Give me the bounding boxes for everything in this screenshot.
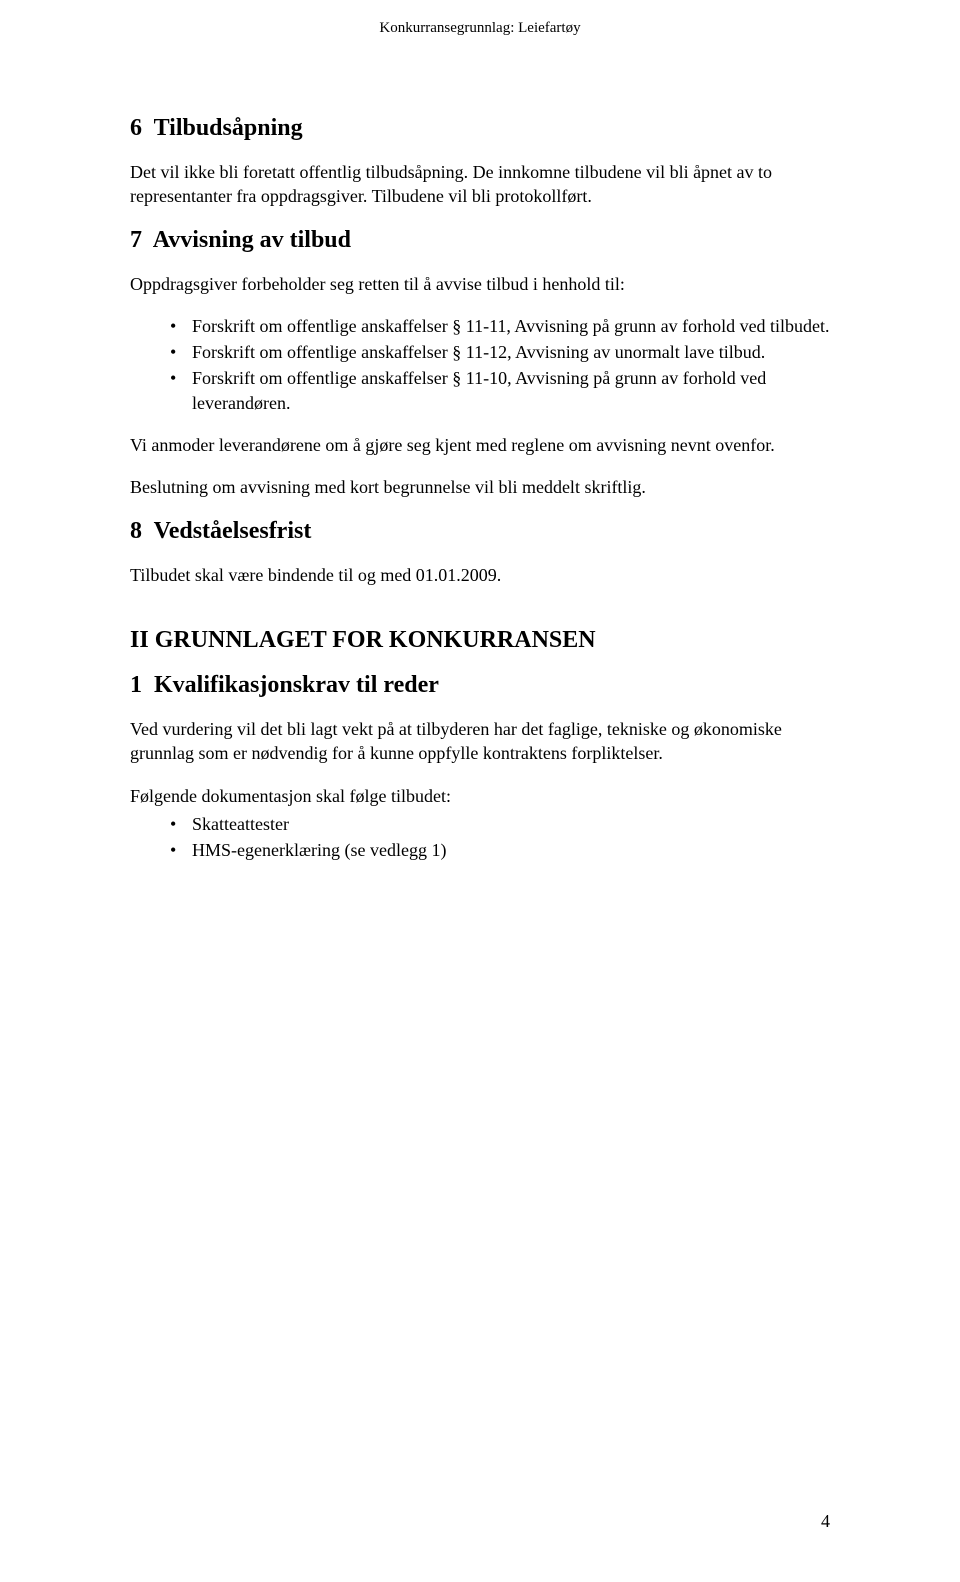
section-7-number: 7 [130, 227, 142, 253]
section-6-title: Tilbudsåpning [154, 115, 303, 141]
list-item: Skatteattester [170, 812, 830, 836]
section-1-heading: 1 Kvalifikasjonskrav til reder [130, 672, 830, 699]
part-2-number: II [130, 627, 149, 653]
section-1-paragraph: Ved vurdering vil det bli lagt vekt på a… [130, 717, 830, 766]
section-7-intro: Oppdragsgiver forbeholder seg retten til… [130, 272, 830, 296]
part-2-title: GRUNNLAGET FOR KONKURRANSEN [155, 627, 596, 653]
list-item: Forskrift om offentlige anskaffelser § 1… [170, 340, 830, 364]
part-2-heading: II GRUNNLAGET FOR KONKURRANSEN [130, 627, 830, 654]
section-8-title: Vedståelsesfrist [154, 518, 312, 544]
section-7-heading: 7 Avvisning av tilbud [130, 227, 830, 254]
section-1-title: Kvalifikasjonskrav til reder [154, 672, 439, 698]
section-1-intro-2: Følgende dokumentasjon skal følge tilbud… [130, 784, 830, 808]
section-1-bullet-list: Skatteattester HMS-egenerklæring (se ved… [130, 812, 830, 863]
section-7-paragraph-3: Beslutning om avvisning med kort begrunn… [130, 475, 830, 499]
section-7-paragraph-2: Vi anmoder leverandørene om å gjøre seg … [130, 433, 830, 457]
section-8-paragraph: Tilbudet skal være bindende til og med 0… [130, 563, 830, 587]
section-6-number: 6 [130, 115, 142, 141]
section-8-number: 8 [130, 518, 142, 544]
section-6-heading: 6 Tilbudsåpning [130, 115, 830, 142]
section-8-heading: 8 Vedståelsesfrist [130, 518, 830, 545]
section-7-bullet-list: Forskrift om offentlige anskaffelser § 1… [130, 314, 830, 415]
list-item: HMS-egenerklæring (se vedlegg 1) [170, 838, 830, 862]
list-item: Forskrift om offentlige anskaffelser § 1… [170, 366, 830, 415]
section-7-title: Avvisning av tilbud [153, 227, 351, 253]
section-6-paragraph: Det vil ikke bli foretatt offentlig tilb… [130, 160, 830, 209]
page-number: 4 [821, 1511, 830, 1532]
list-item: Forskrift om offentlige anskaffelser § 1… [170, 314, 830, 338]
running-header: Konkurransegrunnlag: Leiefartøy [130, 0, 830, 97]
section-1-number: 1 [130, 672, 142, 698]
